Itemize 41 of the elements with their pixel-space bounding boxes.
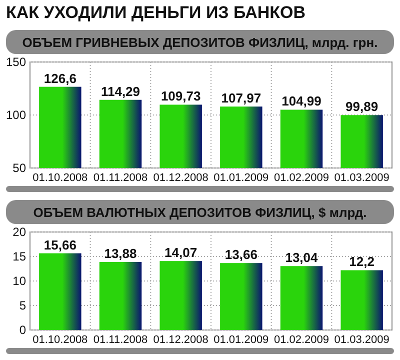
bar (280, 266, 323, 330)
bar (220, 263, 262, 330)
data-label: 104,99 (282, 94, 322, 109)
chart-subtitle: ОБЪЕМ ГРИВНЕВЫХ ДЕПОЗИТОВ ФИЗЛИЦ, млрд. грн. (22, 35, 378, 50)
data-label: 13,88 (104, 246, 137, 261)
y-tick-label: 20 (12, 225, 26, 239)
x-tick-label: 01.03.2009 (334, 334, 390, 346)
bar (340, 270, 383, 330)
data-label: 14,07 (164, 245, 198, 260)
x-tick-label: 01.02.2009 (274, 172, 330, 184)
x-tick-label: 01.01.2009 (214, 334, 269, 346)
y-tick-label: 50 (12, 161, 26, 175)
x-tick-label: 01.10.2008 (32, 334, 88, 346)
x-tick-label: 01.01.2009 (214, 172, 269, 184)
data-label: 126,6 (44, 70, 76, 86)
x-tick-label: 01.03.2009 (334, 172, 390, 184)
x-tick-label: 01.02.2009 (274, 334, 330, 346)
data-label: 15,66 (44, 237, 76, 252)
y-tick-label: 0 (19, 323, 26, 337)
chart-title: КАК УХОДИЛИ ДЕНЬГИ ИЗ БАНКОВ (6, 3, 306, 22)
bar (160, 261, 202, 330)
x-tick-label: 01.12.2008 (153, 334, 208, 346)
y-tick-label: 5 (19, 298, 26, 312)
bar (39, 253, 82, 330)
data-label: 114,29 (100, 84, 140, 99)
y-tick-label: 100 (6, 108, 26, 122)
data-label: 99,89 (346, 99, 378, 114)
bar (99, 262, 142, 330)
data-label: 109,73 (160, 88, 201, 104)
x-tick-label: 01.12.2008 (153, 172, 208, 184)
chart-title: ОБЪЕМ ВАЛЮТНЫХ ДЕПОЗИТОВ ФИЗЛИЦ, $ млрд. (33, 205, 367, 220)
data-label: 12,2 (349, 254, 374, 270)
y-tick-label: 15 (12, 250, 26, 264)
x-tick-label: 01.10.2008 (32, 172, 88, 184)
data-label: 107,97 (221, 90, 262, 106)
x-tick-label: 01.11.2008 (93, 172, 148, 184)
y-tick-label: 10 (12, 274, 26, 288)
data-label: 13,66 (224, 247, 258, 262)
x-tick-label: 01.11.2008 (93, 334, 148, 346)
data-label: 13,04 (285, 250, 319, 266)
y-tick-label: 150 (6, 55, 26, 69)
